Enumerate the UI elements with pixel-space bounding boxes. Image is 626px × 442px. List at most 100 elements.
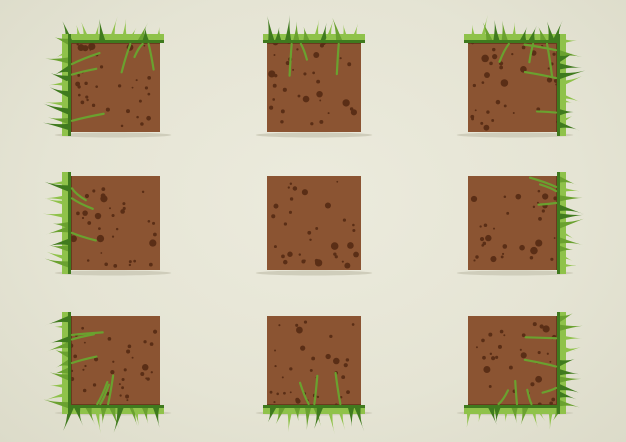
dirt-spot (316, 90, 323, 98)
grass-blade (560, 358, 575, 367)
tile-shadow (456, 132, 574, 138)
dirt-spot (287, 186, 290, 189)
dirt-spot (149, 342, 154, 346)
dirt-spot (542, 193, 549, 200)
dirt-spot (553, 78, 559, 83)
grass-blade (50, 73, 68, 82)
dirt-spot (342, 99, 350, 107)
grass-edge-left (43, 34, 105, 136)
dirt-spot (542, 325, 550, 333)
dirt-spot (108, 207, 111, 210)
grass-blade (305, 408, 312, 431)
dirt-spot (474, 109, 477, 112)
dirt-spot (283, 391, 286, 395)
grass-blade (479, 14, 488, 40)
grass-root (528, 176, 558, 188)
dirt-spot (344, 262, 351, 269)
grass-blade (503, 408, 510, 423)
grass-blade (285, 15, 292, 40)
dirt-spot (551, 397, 556, 402)
grass-blade (54, 36, 68, 45)
grass-blade (326, 408, 335, 434)
tile-shadow (255, 270, 373, 276)
dirt-spot (153, 329, 158, 334)
dirt-spot (281, 376, 284, 379)
dirt-spot (342, 218, 347, 222)
grass-blade (482, 22, 493, 40)
grass-edge-right (528, 172, 585, 274)
dirt-spot (470, 195, 478, 203)
dirt-spot (339, 57, 342, 60)
dirt-spot (315, 227, 319, 230)
dirt-spot (295, 323, 299, 327)
dirt-spot (521, 333, 526, 338)
dirt-spot (84, 364, 87, 368)
dirt-spot (471, 117, 475, 121)
grass-blade (275, 26, 282, 40)
grass-edge-left (43, 312, 104, 414)
grass-root (70, 331, 104, 337)
dirt-block (468, 176, 562, 270)
dirt-spot (86, 98, 89, 102)
dirt-spot (531, 50, 537, 56)
dirt-spot (80, 100, 85, 105)
dirt-spot (512, 112, 515, 115)
dirt-spot (101, 187, 106, 192)
grass-blade (501, 20, 508, 40)
tile-graphic (43, 312, 172, 434)
dirt-spot (83, 341, 86, 344)
dirt-spot (95, 85, 99, 89)
grass-strip-shade (557, 34, 560, 136)
grass-blade (46, 251, 68, 262)
grass-blade (560, 53, 573, 62)
grass-blade (94, 408, 101, 434)
dirt-spot (530, 246, 538, 255)
dirt-spot (135, 79, 138, 82)
dirt-spot (553, 237, 556, 239)
dirt-spot (269, 390, 273, 394)
dirt-spot (351, 323, 355, 326)
grass-blade (85, 408, 96, 426)
dirt-spot (278, 324, 281, 327)
dirt-spot (346, 390, 350, 395)
grass-root (147, 42, 155, 71)
grass-edge-right (523, 34, 586, 136)
grass-blade (137, 22, 149, 40)
dirt-spot (343, 363, 348, 368)
grass-blade (560, 229, 576, 240)
dirt-spot (289, 391, 292, 394)
dirt-spot (122, 206, 126, 210)
grass-root (541, 386, 558, 394)
dirt-spot (313, 52, 320, 58)
dirt-spot (280, 109, 285, 114)
dirt-spot (537, 350, 541, 355)
grass-root (70, 231, 97, 242)
dirt-spot (303, 72, 307, 76)
dirt-spot (105, 107, 110, 112)
grass-blade (560, 369, 579, 376)
dirt-spot (503, 195, 507, 199)
dirt-spot (147, 219, 151, 223)
grass-blade (44, 181, 68, 192)
grass-root (299, 42, 309, 61)
dirt-spot (324, 202, 331, 209)
grass-root (133, 42, 144, 59)
dirt-spot (126, 109, 130, 114)
dirt-spot (289, 182, 293, 186)
dirt-spot (347, 62, 352, 67)
dirt-spot (492, 47, 496, 52)
grass-root (545, 42, 554, 78)
grass-blade (560, 63, 582, 70)
dirt-spot (126, 349, 131, 354)
dirt-spot (539, 324, 544, 329)
dirt-spot (273, 53, 276, 56)
grass-blade (530, 408, 538, 428)
dirt-spot (310, 122, 314, 126)
dirt-spot (327, 112, 330, 115)
dirt-spot (274, 349, 277, 352)
grass-root (538, 183, 558, 193)
grass-root (334, 371, 342, 406)
grass-root (107, 374, 115, 406)
dirt-spot (502, 244, 508, 249)
dirt-spot (483, 366, 491, 374)
